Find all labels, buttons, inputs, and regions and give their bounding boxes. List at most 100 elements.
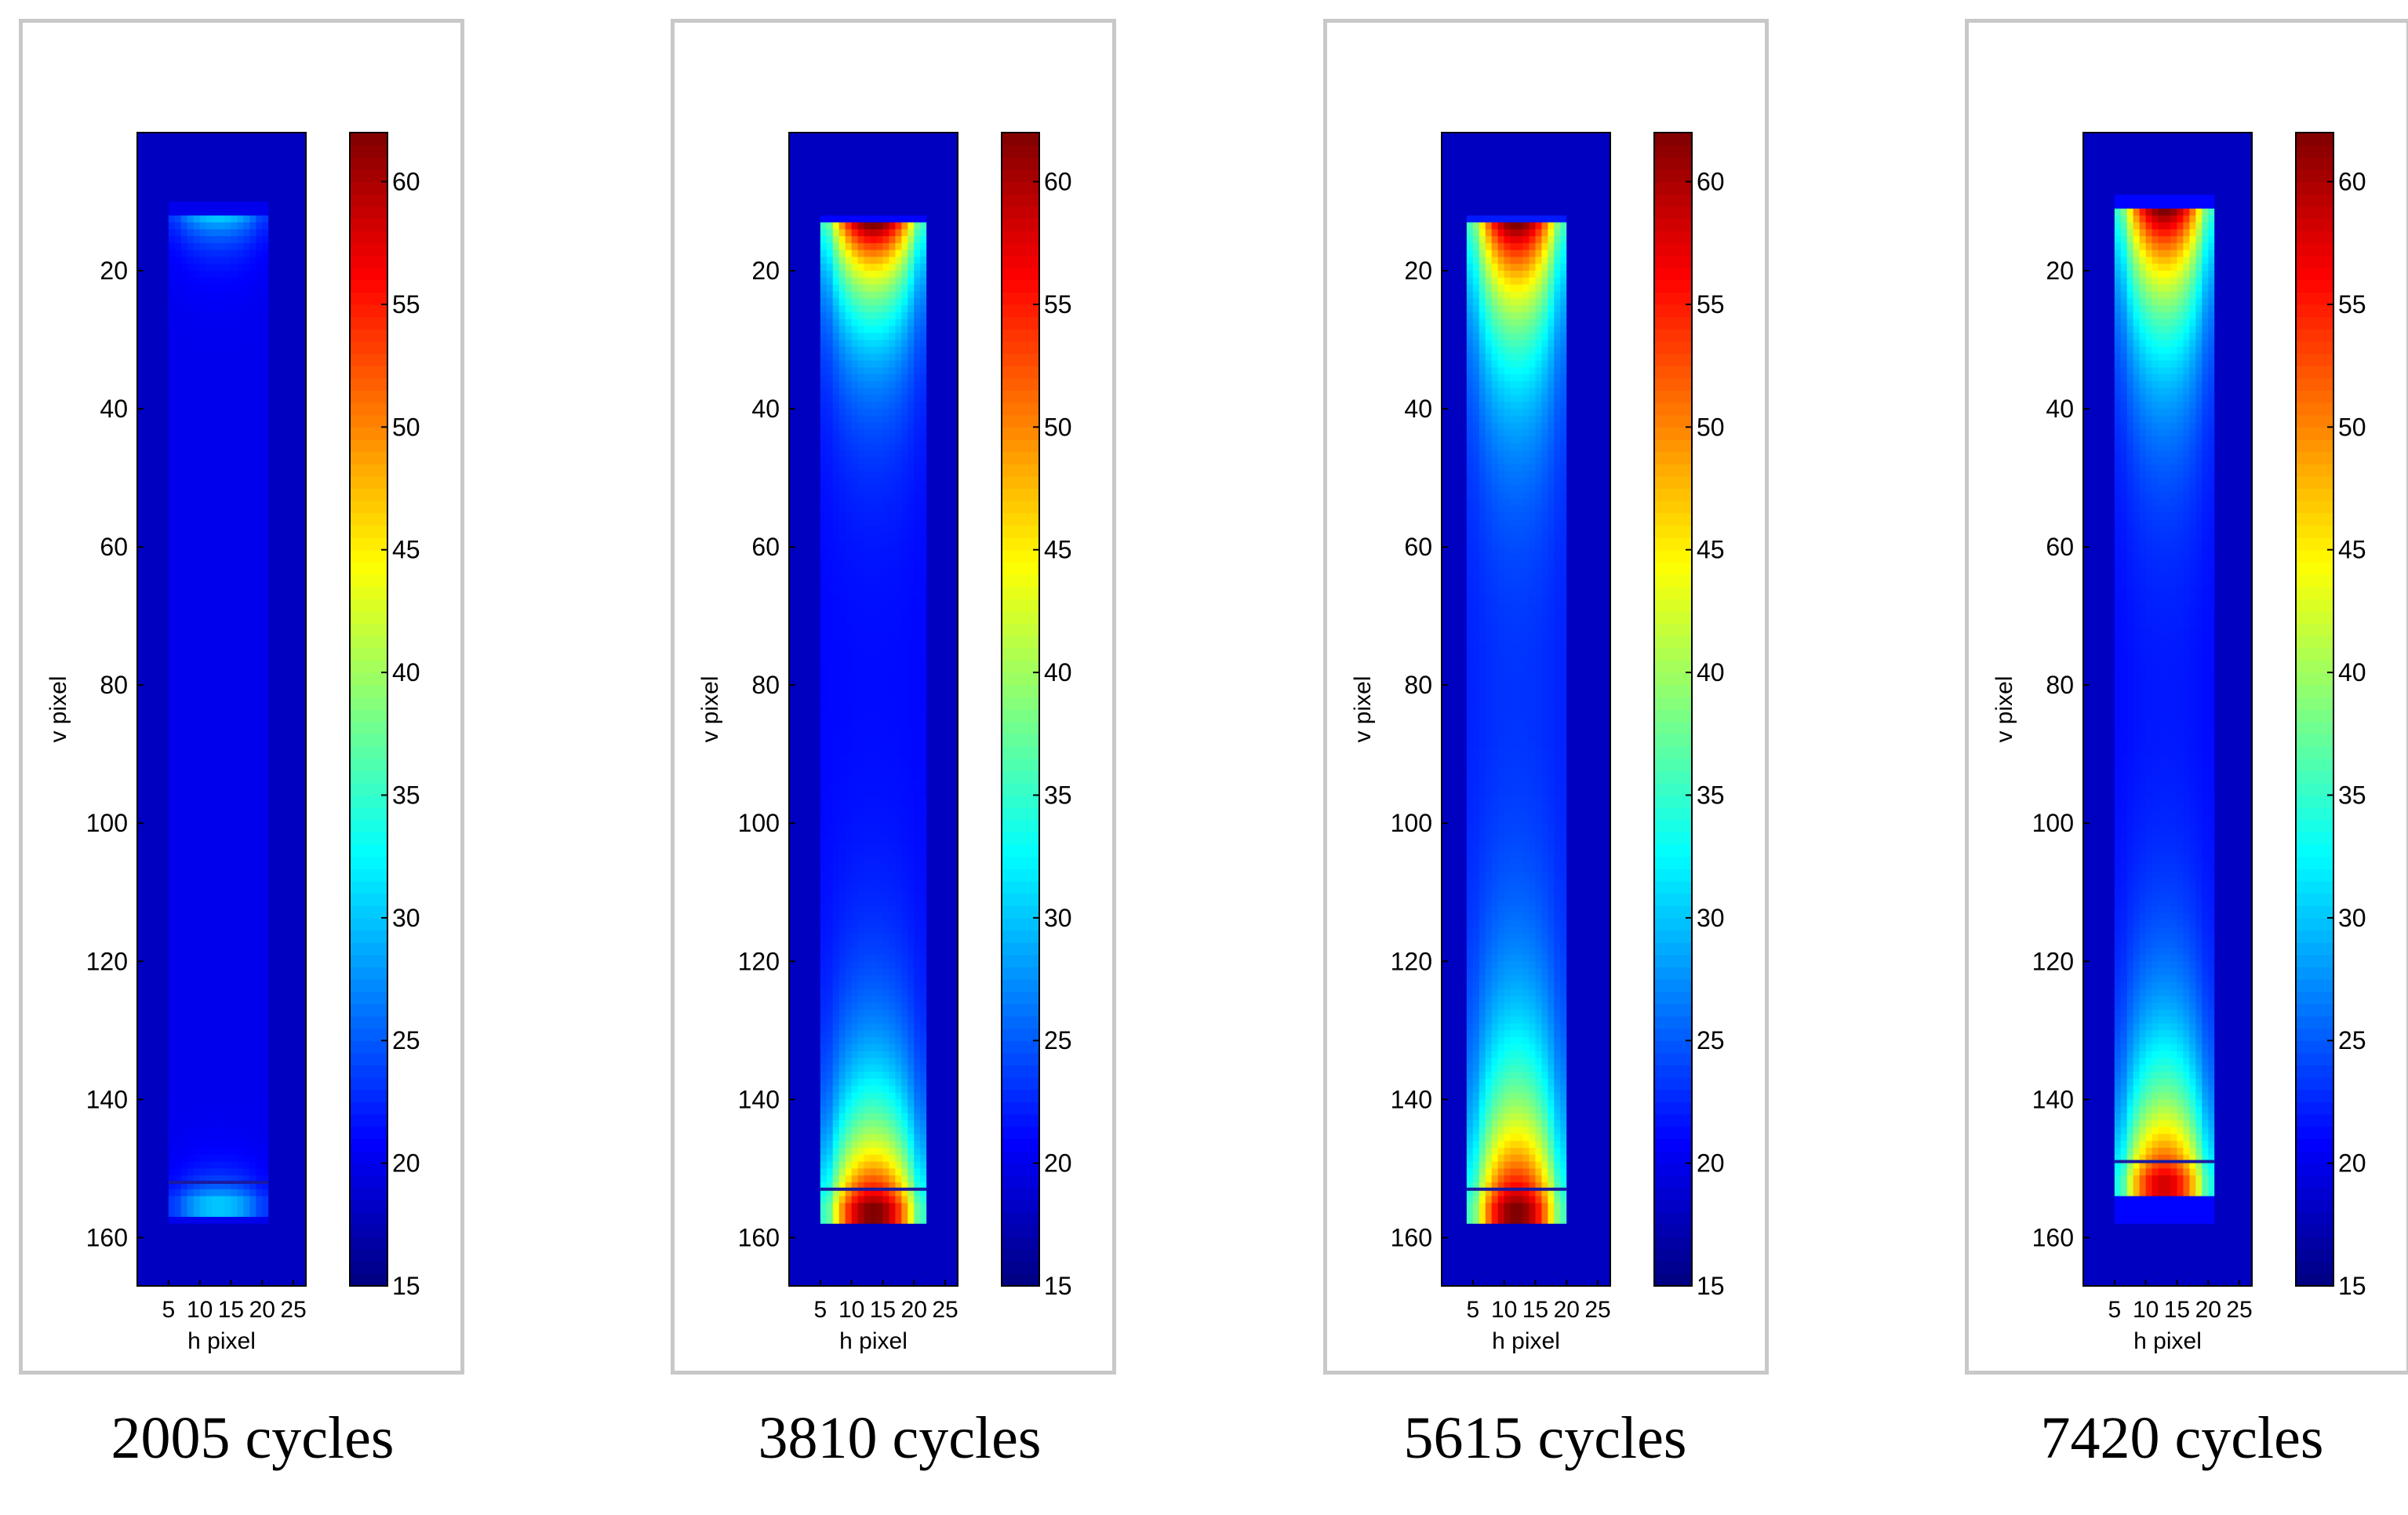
heatmap-cell (155, 1113, 163, 1121)
heatmap-cell (237, 215, 244, 224)
heatmap-cell (212, 464, 220, 472)
heatmap-cell (256, 402, 263, 410)
heatmap-cell (231, 609, 238, 617)
heatmap-cell (300, 505, 307, 513)
heatmap-cell (789, 395, 796, 402)
heatmap-cell (293, 188, 300, 195)
heatmap-cell (137, 1258, 144, 1266)
heatmap-cell (206, 202, 213, 209)
heatmap-cell (137, 257, 144, 264)
heatmap-cell (143, 305, 151, 313)
heatmap-cell (268, 436, 275, 444)
heatmap-cell (293, 215, 300, 224)
heatmap-cell (300, 989, 307, 996)
heatmap-cell (162, 1043, 169, 1052)
heatmap-cell (249, 367, 256, 375)
heatmap-cell (162, 905, 169, 914)
heatmap-cell (293, 429, 300, 437)
heatmap-cell (193, 927, 201, 934)
heatmap-cell (256, 374, 263, 382)
heatmap-cell (224, 160, 232, 168)
heatmap-cell (143, 1099, 151, 1107)
heatmap-cell (268, 484, 275, 493)
heatmap-cell (262, 195, 269, 202)
heatmap-cell (275, 871, 282, 880)
heatmap-cell (212, 257, 220, 264)
heatmap-cell (137, 402, 144, 410)
heatmap-cell (199, 836, 207, 845)
heatmap-cell (143, 1058, 151, 1065)
heatmap-cell (187, 429, 195, 437)
heatmap-cell (155, 173, 163, 182)
heatmap-cell (243, 526, 250, 534)
heatmap-cell (262, 1154, 269, 1163)
heatmap-cell (193, 616, 201, 624)
heatmap-cell (249, 816, 256, 824)
heatmap-cell (256, 311, 263, 320)
heatmap-cell (795, 160, 802, 168)
heatmap-cell (180, 727, 188, 734)
heatmap-cell (137, 346, 144, 355)
heatmap-cell (300, 567, 307, 575)
heatmap-cell (281, 1216, 288, 1225)
heatmap-cell (789, 340, 796, 348)
heatmap-cell (249, 788, 256, 796)
heatmap-cell (249, 311, 256, 320)
heatmap-cell (293, 242, 300, 251)
heatmap-cell (168, 830, 176, 838)
heatmap-cell (180, 767, 188, 776)
heatmap-cell (155, 367, 163, 375)
heatmap-cell (180, 1258, 188, 1266)
heatmap-cell (187, 698, 195, 707)
heatmap-cell (187, 989, 195, 996)
heatmap-cell (287, 927, 294, 934)
heatmap-cell (795, 222, 802, 230)
heatmap-cell (256, 1023, 263, 1031)
heatmap-cell (237, 533, 244, 541)
heatmap-cell (293, 968, 300, 976)
heatmap-cell (206, 1244, 213, 1252)
heatmap-cell (180, 443, 188, 451)
heatmap-cell (231, 1175, 238, 1183)
heatmap-cell (168, 1072, 176, 1080)
heatmap-cell (237, 402, 244, 410)
heatmap-cell (293, 927, 300, 934)
heatmap-cell (174, 526, 182, 534)
heatmap-cell (212, 374, 220, 382)
heatmap-cell (262, 464, 269, 472)
heatmap-cell (137, 609, 144, 617)
heatmap-cell (275, 858, 282, 865)
heatmap-cell (206, 602, 213, 610)
heatmap-cell (249, 892, 256, 900)
heatmap-cell (789, 767, 796, 776)
heatmap-cell (789, 160, 796, 168)
heatmap-cell (795, 816, 802, 824)
heatmap-cell (243, 719, 250, 727)
heatmap-cell (168, 823, 176, 831)
heatmap-cell (256, 1189, 263, 1197)
heatmap-cell (137, 809, 144, 818)
heatmap-cell (137, 560, 144, 569)
heatmap-cell (168, 1092, 176, 1100)
heatmap-cell (224, 712, 232, 720)
heatmap-cell (206, 947, 213, 956)
heatmap-cell (795, 1216, 802, 1225)
heatmap-cell (293, 878, 300, 887)
heatmap-cell (795, 1168, 802, 1176)
heatmap-cell (155, 1230, 163, 1238)
heatmap-cell (162, 685, 169, 693)
heatmap-cell (162, 374, 169, 382)
heatmap-cell (224, 989, 232, 996)
heatmap-cell (162, 491, 169, 500)
heatmap-cell (268, 491, 275, 500)
heatmap-cell (180, 809, 188, 818)
heatmap-cell (168, 1085, 176, 1094)
heatmap-cell (224, 1175, 232, 1183)
heatmap-cell (293, 1154, 300, 1163)
heatmap-cell (199, 781, 207, 789)
heatmap-cell (300, 346, 307, 355)
heatmap-cell (789, 961, 796, 969)
heatmap-cell (789, 588, 796, 596)
heatmap-cell (149, 602, 157, 610)
heatmap-cell (168, 774, 176, 783)
